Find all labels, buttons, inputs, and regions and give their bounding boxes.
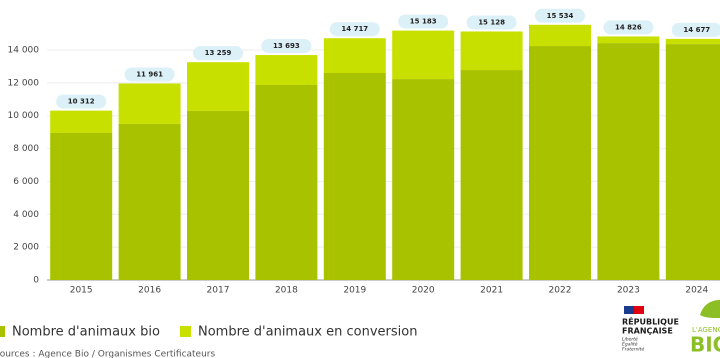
bar-segment: [118, 123, 181, 280]
bar-segment: [255, 55, 318, 85]
bar-segment: [187, 62, 249, 111]
total-label: 10 312: [68, 98, 95, 106]
total-label: 11 961: [136, 70, 163, 78]
total-label: 14 677: [683, 26, 710, 34]
logo-text: FRANÇAISE: [622, 327, 673, 336]
y-tick-label: 8 000: [13, 144, 39, 154]
x-tick-label: 2021: [480, 286, 503, 296]
total-pill: [466, 15, 517, 30]
y-tick-label: 0: [33, 276, 39, 286]
x-tick-label: 2020: [412, 286, 435, 296]
x-tick-label: 2018: [275, 286, 298, 296]
y-tick-label: 6 000: [13, 177, 39, 187]
total-pill: [261, 39, 312, 54]
legend-swatch: [0, 326, 5, 337]
bar-segment: [323, 73, 386, 280]
x-tick-label: 2024: [685, 286, 708, 296]
logo-leaf: [700, 300, 720, 318]
bar-segment: [392, 30, 455, 80]
source: Sources : Agence Bio / Organismes Certif…: [0, 350, 216, 358]
total-label: 13 259: [205, 49, 232, 57]
y-tick-label: 14 000: [8, 46, 40, 56]
bar-segment: [187, 110, 249, 280]
bar-segment: [665, 38, 720, 45]
logo-text: L'AGENCE: [692, 326, 720, 334]
total-pill: [329, 22, 380, 37]
logo-text: RÉPUBLIQUE: [622, 316, 679, 327]
total-pill: [193, 46, 243, 61]
bar-segment: [460, 31, 523, 71]
y-tick-label: 12 000: [8, 78, 40, 88]
x-tick-label: 2023: [617, 286, 640, 296]
bar-segment: [529, 24, 591, 47]
x-tick-label: 2019: [343, 286, 366, 296]
y-tick-label: 10 000: [8, 111, 40, 121]
bar-segment: [597, 43, 660, 280]
flag-blue: [624, 306, 634, 314]
legend-label: Nombre d'animaux bio: [12, 325, 160, 340]
total-pill: [671, 22, 720, 37]
total-label: 15 534: [547, 12, 574, 20]
legend-swatch: [180, 326, 191, 337]
x-tick-label: 2022: [549, 286, 572, 296]
logo-motto: Égalité: [622, 340, 638, 348]
logo-text: BIO: [690, 333, 720, 357]
y-tick-label: 2 000: [13, 243, 39, 253]
flag-red: [634, 306, 644, 314]
logo-motto: Fraternité: [622, 346, 644, 353]
bar-segment: [460, 70, 523, 281]
bar-segment: [50, 110, 113, 133]
x-tick-label: 2015: [70, 286, 93, 296]
total-pill: [603, 20, 654, 35]
x-tick-label: 2016: [138, 286, 161, 296]
bar-segment: [118, 83, 181, 124]
legend-label: Nombre d'animaux en conversion: [198, 325, 417, 340]
total-label: 15 128: [478, 18, 505, 26]
total-label: 13 693: [273, 42, 300, 50]
total-label: 14 826: [615, 23, 642, 31]
bar-segment: [323, 38, 386, 73]
total-pill: [56, 94, 107, 109]
bar-segment: [255, 84, 318, 280]
total-label: 14 717: [341, 25, 368, 33]
total-pill: [124, 67, 175, 82]
total-label: 15 183: [410, 18, 437, 26]
x-tick-label: 2017: [207, 286, 230, 296]
total-pill: [398, 14, 449, 29]
bar-segment: [597, 36, 660, 44]
bar-segment: [392, 79, 455, 280]
logo-motto: Liberté: [622, 336, 638, 343]
bar-segment: [50, 132, 113, 280]
y-tick-label: 4 000: [13, 210, 39, 220]
bar-segment: [529, 46, 591, 280]
total-pill: [535, 8, 585, 23]
bar-segment: [665, 44, 720, 281]
